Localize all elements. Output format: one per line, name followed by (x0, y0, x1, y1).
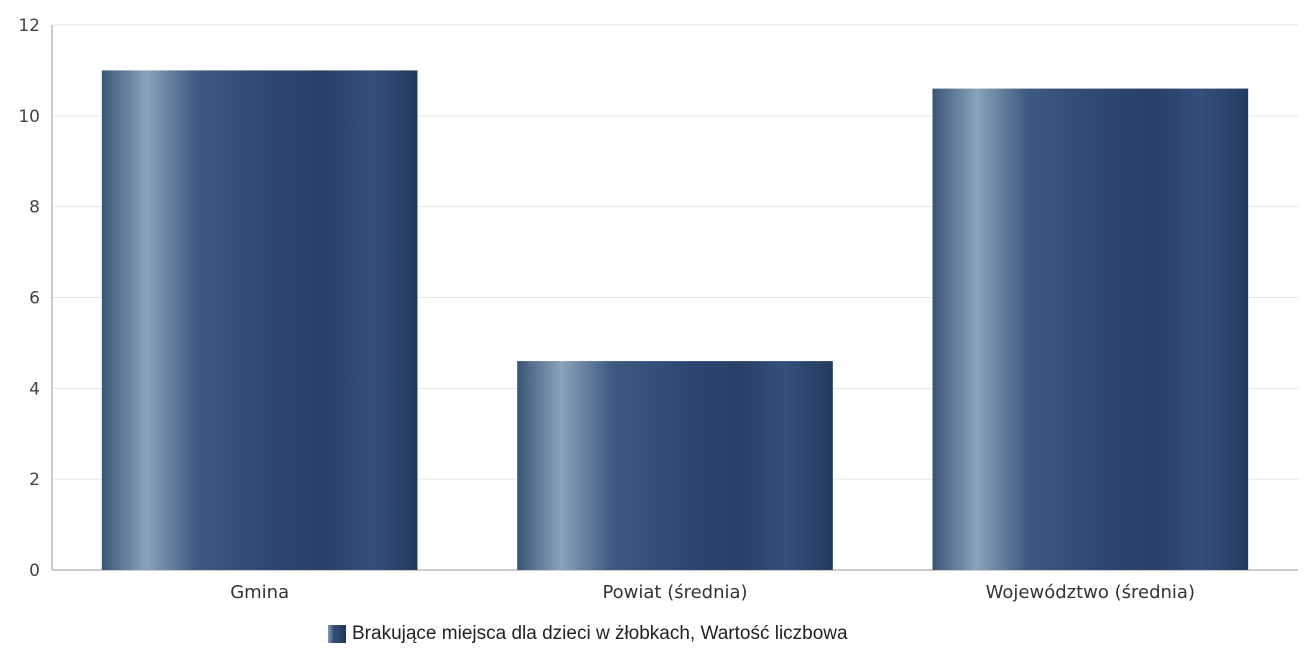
y-tick-label: 12 (18, 16, 40, 36)
bars (101, 70, 1249, 571)
y-tick-label: 8 (29, 198, 40, 218)
bar[interactable] (517, 361, 833, 570)
bar[interactable] (932, 88, 1249, 570)
y-tick-label: 4 (29, 379, 40, 399)
x-category-label: Powiat (średnia) (602, 582, 747, 603)
bar[interactable] (101, 70, 418, 571)
legend-swatch-icon (328, 625, 346, 643)
y-tick-label: 0 (29, 561, 40, 581)
legend-label: Brakujące miejsca dla dzieci w żłobkach,… (352, 623, 848, 644)
legend[interactable]: Brakujące miejsca dla dzieci w żłobkach,… (328, 623, 848, 645)
x-category-label: Gmina (230, 582, 289, 603)
labels: 0 2 4 6 8 10 12 Gmina Powiat (średnia) Województw… (18, 16, 1195, 603)
y-tick-label: 2 (29, 470, 40, 490)
y-tick-label: 6 (29, 289, 40, 309)
x-category-label: Województwo (średnia) (986, 582, 1195, 603)
y-tick-label: 10 (18, 107, 40, 127)
